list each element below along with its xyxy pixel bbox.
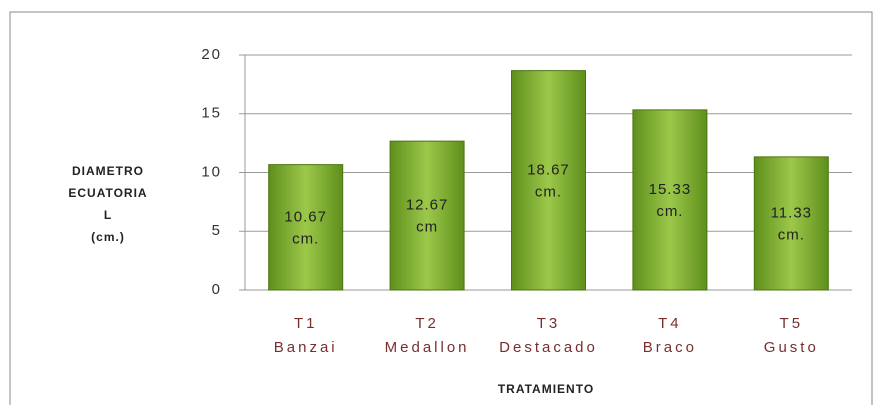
value-label: cm. xyxy=(535,183,562,200)
y-axis-label: L xyxy=(104,208,112,222)
x-tick-label: T5 xyxy=(780,315,804,332)
y-tick-label: 0 xyxy=(212,281,222,298)
x-axis-label: TRATAMIENTO xyxy=(498,382,594,396)
x-tick-label: Destacado xyxy=(499,339,598,356)
x-tick-label: Medallon xyxy=(385,339,470,356)
x-tick-label: T2 xyxy=(415,315,439,332)
value-label: cm. xyxy=(292,230,319,247)
value-label: 12.67 xyxy=(406,197,449,214)
y-tick-label: 20 xyxy=(201,46,222,63)
x-tick-label: T4 xyxy=(658,315,682,332)
value-label: 10.67 xyxy=(284,208,327,225)
y-axis-label: ECUATORIA xyxy=(68,186,147,200)
y-axis-label: (cm.) xyxy=(91,230,125,244)
bar xyxy=(389,140,465,291)
y-tick-label: 15 xyxy=(201,105,222,122)
y-tick-label: 10 xyxy=(201,163,222,180)
bar xyxy=(511,70,586,291)
bar xyxy=(632,109,708,291)
bar xyxy=(268,164,344,291)
x-tick-label: Braco xyxy=(643,339,697,356)
value-label: cm. xyxy=(778,226,805,243)
value-label: 11.33 xyxy=(771,204,812,221)
y-axis-label: DIAMETRO xyxy=(72,164,144,178)
x-tick-label: T3 xyxy=(537,315,561,332)
y-tick-label: 5 xyxy=(212,222,222,239)
x-tick-label: T1 xyxy=(294,315,318,332)
value-label: 15.33 xyxy=(649,181,692,198)
value-label: cm. xyxy=(656,203,683,220)
value-label: 18.67 xyxy=(527,161,570,178)
bar xyxy=(753,156,829,291)
value-label: cm xyxy=(416,219,438,236)
x-tick-label: Gusto xyxy=(764,339,819,356)
x-tick-label: Banzai xyxy=(274,339,338,356)
